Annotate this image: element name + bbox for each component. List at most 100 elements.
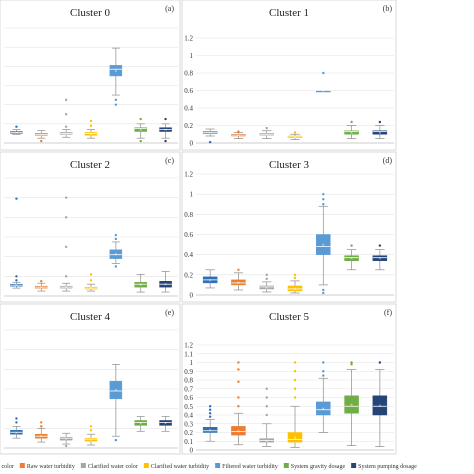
mean-marker: ×	[65, 286, 68, 291]
mean-marker: ×	[378, 257, 381, 262]
legend-item: r color	[0, 464, 14, 470]
outlier-point	[40, 139, 43, 143]
mean-marker: ×	[65, 132, 68, 137]
y-tick-label: 0.2	[184, 122, 193, 130]
legend-item: Filtered water turbidity	[215, 463, 278, 470]
outlier-point	[15, 279, 18, 282]
box-3: ×	[84, 273, 98, 292]
outlier-point	[139, 117, 142, 121]
box-iqr	[231, 279, 246, 286]
box-0: ×	[202, 128, 218, 144]
y-tick-label: 0.4	[184, 251, 193, 259]
outlier-point	[89, 429, 93, 432]
y-tick-label: 0.8	[184, 377, 193, 385]
panel-title: Cluster 1	[269, 7, 309, 19]
mean-marker: ×	[294, 136, 297, 141]
y-tick-label: 1.1	[184, 350, 193, 358]
mean-marker: ×	[209, 279, 212, 284]
y-tick-label: 1	[190, 359, 194, 367]
box-iqr	[159, 420, 172, 426]
outlier-point	[139, 139, 142, 143]
outlier-point	[237, 268, 240, 271]
legend-label: Raw water turbidity	[27, 464, 75, 470]
box-iqr	[372, 255, 388, 261]
box-5: ×	[134, 117, 147, 143]
y-tick-label: 0.7	[184, 385, 193, 393]
box-6: ×	[159, 271, 172, 293]
box-4: ×	[109, 47, 123, 106]
outlier-point	[64, 196, 68, 199]
panel-label: (c)	[165, 156, 174, 165]
box-0: ×	[202, 405, 218, 442]
mean-marker: ×	[209, 429, 212, 434]
mean-marker: ×	[237, 281, 240, 286]
outlier-point	[114, 98, 118, 102]
outlier-point	[322, 288, 325, 292]
legend-item: Clarified water color	[80, 463, 138, 470]
outlier-point	[237, 368, 240, 371]
panel-title: Cluster 3	[269, 159, 310, 171]
mean-marker: ×	[164, 129, 167, 134]
box-4: ×	[109, 364, 123, 442]
y-tick-label: 0.9	[184, 368, 193, 376]
box-6: ×	[372, 244, 388, 271]
outlier-point	[89, 425, 93, 428]
outlier-point	[114, 438, 118, 442]
mean-marker: ×	[139, 284, 142, 289]
box-6: ×	[159, 117, 172, 143]
mean-marker: ×	[265, 133, 268, 138]
mean-marker: ×	[15, 131, 18, 136]
box-iqr	[134, 127, 147, 132]
box-iqr	[84, 132, 98, 136]
outlier-point	[237, 405, 240, 408]
panel-cluster-0: Cluster 0 (a) × × × × × × ×	[0, 0, 181, 151]
panel-label: (a)	[165, 4, 174, 13]
y-tick-label: 0.3	[184, 420, 193, 428]
outlier-point	[378, 361, 382, 364]
box-iqr	[344, 395, 359, 414]
box-iqr	[202, 427, 218, 433]
panel-cluster-4: Cluster 4 (e) × × × × × × ×	[0, 303, 181, 455]
outlier-point	[208, 415, 212, 418]
mean-marker: ×	[209, 132, 212, 137]
box-1: ×	[35, 280, 48, 292]
mean-marker: ×	[15, 431, 18, 436]
outlier-point	[208, 405, 212, 408]
box-2: ×	[59, 98, 73, 138]
box-iqr	[344, 130, 359, 135]
y-tick-label: 0.4	[184, 105, 193, 113]
panel-label: (f)	[384, 308, 392, 317]
legend-swatch	[19, 463, 25, 468]
box-2: ×	[259, 387, 274, 447]
outlier-point	[89, 273, 93, 276]
outlier-point	[114, 237, 118, 241]
mean-marker: ×	[350, 132, 353, 137]
outlier-point	[293, 361, 297, 364]
outlier-point	[15, 421, 18, 424]
legend-swatch	[351, 463, 357, 468]
y-tick-label: 0.2	[184, 429, 193, 437]
y-tick-label: 0.6	[184, 231, 193, 239]
mean-marker: ×	[350, 404, 353, 409]
legend-label: System gravity dosage	[291, 464, 346, 470]
outlier-point	[64, 98, 68, 102]
box-2: ×	[59, 196, 73, 292]
box-6: ×	[372, 361, 388, 447]
outlier-point	[293, 131, 297, 134]
outlier-point	[322, 361, 325, 364]
outlier-point	[293, 276, 297, 280]
outlier-point	[15, 197, 18, 200]
mean-marker: ×	[378, 404, 381, 409]
y-tick-label: 1	[190, 191, 194, 199]
legend-swatch	[80, 463, 86, 468]
outlier-point	[64, 275, 68, 278]
outlier-point	[164, 139, 167, 143]
outlier-point	[164, 117, 167, 121]
y-tick-label: 0.2	[184, 271, 193, 279]
mean-marker: ×	[40, 286, 43, 291]
y-tick-label: 0	[190, 140, 194, 148]
box-iqr	[109, 380, 123, 400]
y-tick-label: 0	[190, 447, 194, 455]
outlier-point	[293, 387, 297, 390]
legend-label: Filtered water turbidity	[222, 464, 278, 470]
